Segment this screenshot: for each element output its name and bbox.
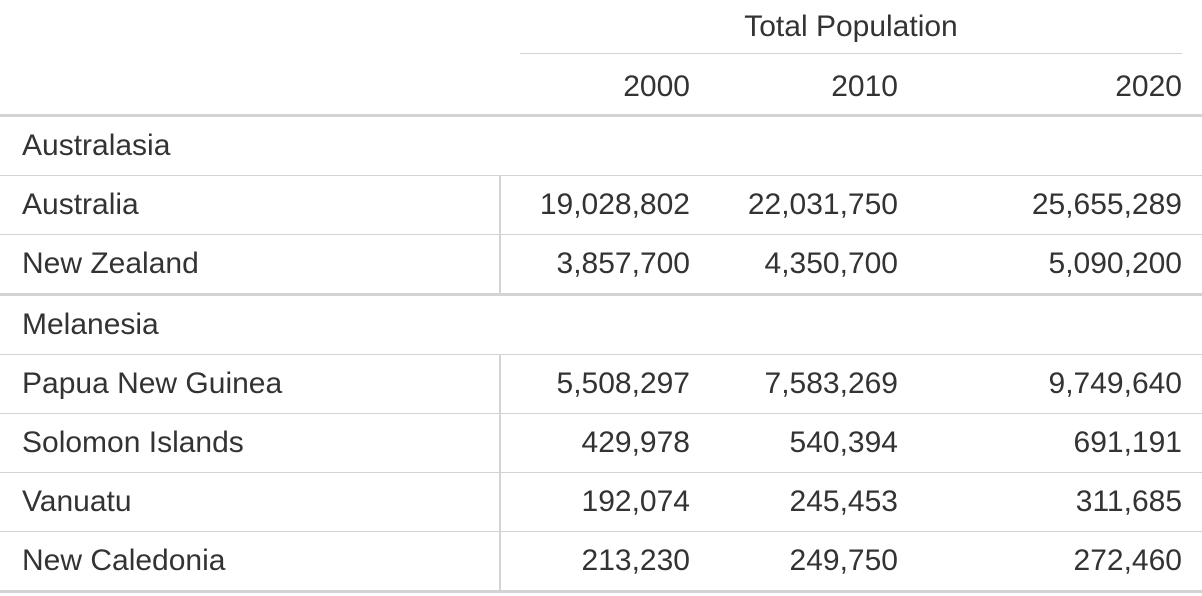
stub-rule xyxy=(499,176,501,293)
spanner: Total Population xyxy=(744,10,958,43)
value-cell: 25,655,289 xyxy=(1031,188,1182,221)
spanner-rule xyxy=(520,53,1182,54)
row-label: Australia xyxy=(22,188,139,221)
value-cell: 272,460 xyxy=(1073,544,1182,577)
value-cell: 691,191 xyxy=(1073,426,1182,459)
value-cell: 540,394 xyxy=(789,426,898,459)
row-rule xyxy=(0,354,1202,355)
column-header: 2010 xyxy=(831,70,898,103)
value-cell: 245,453 xyxy=(789,485,898,518)
row-rule xyxy=(0,413,1202,414)
row-rule xyxy=(0,531,1202,532)
value-cell: 7,583,269 xyxy=(764,367,898,400)
header-rule xyxy=(0,114,1202,117)
row-label: New Caledonia xyxy=(22,544,226,577)
value-cell: 429,978 xyxy=(581,426,690,459)
group-label: Melanesia xyxy=(22,308,159,341)
value-cell: 5,090,200 xyxy=(1048,247,1182,280)
value-cell: 192,074 xyxy=(581,485,690,518)
row-rule xyxy=(0,175,1202,176)
row-rule xyxy=(0,472,1202,473)
value-cell: 3,857,700 xyxy=(556,247,690,280)
row-label: Vanuatu xyxy=(22,485,132,518)
value-cell: 5,508,297 xyxy=(556,367,690,400)
value-cell: 22,031,750 xyxy=(747,188,898,221)
row-rule xyxy=(0,234,1202,235)
row-rule xyxy=(0,590,1202,593)
row-label: Solomon Islands xyxy=(22,426,244,459)
value-cell: 19,028,802 xyxy=(539,188,690,221)
column-header: 2020 xyxy=(1115,70,1182,103)
value-cell: 213,230 xyxy=(581,544,690,577)
group-label: Australasia xyxy=(22,129,171,162)
row-rule xyxy=(0,293,1202,296)
value-cell: 249,750 xyxy=(789,544,898,577)
stub-rule xyxy=(499,355,501,590)
value-cell: 311,685 xyxy=(1075,485,1182,518)
value-cell: 9,749,640 xyxy=(1048,367,1182,400)
row-label: Papua New Guinea xyxy=(22,367,283,400)
row-label: New Zealand xyxy=(22,247,199,280)
column-header: 2000 xyxy=(623,70,690,103)
value-cell: 4,350,700 xyxy=(764,247,898,280)
